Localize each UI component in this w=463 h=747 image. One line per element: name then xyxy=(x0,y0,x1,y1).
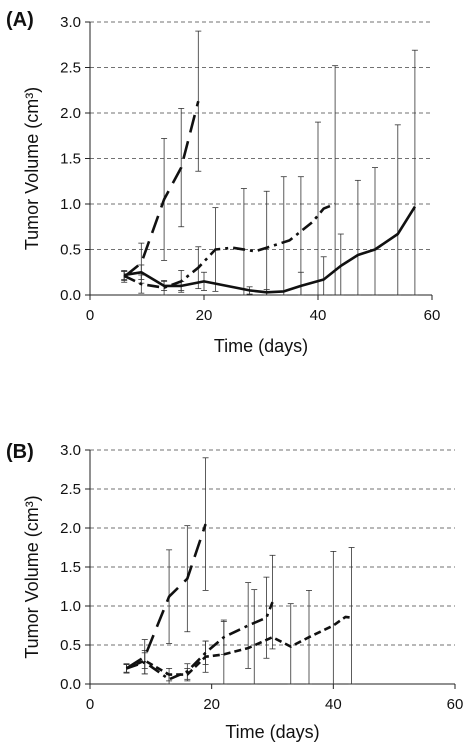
y-tick-label: 2.0 xyxy=(60,105,81,122)
y-tick-label: 0.0 xyxy=(60,287,81,304)
y-tick-label: 2.0 xyxy=(60,520,81,537)
y-tick-label: 1.5 xyxy=(60,559,81,576)
series-line-solid xyxy=(123,206,417,294)
panel-label: (B) xyxy=(6,441,34,463)
series-line-long-dash xyxy=(123,100,200,278)
series-line-long-dash xyxy=(125,523,207,670)
y-tick-label: 3.0 xyxy=(60,442,81,459)
y-tick-label: 2.5 xyxy=(60,481,81,498)
y-tick-label: 1.5 xyxy=(60,151,81,168)
series-line-dash-dot xyxy=(123,202,336,290)
series-line-short-dash xyxy=(125,615,352,676)
x-axis-title: Time (days) xyxy=(214,336,308,356)
x-tick-label: 20 xyxy=(203,696,220,713)
y-axis-title: Tumor Volume (cm³) xyxy=(22,87,42,250)
y-tick-label: 0.5 xyxy=(60,637,81,654)
panel-a: 0.0 0.5 1.0 1.5 2.0 2.5 3.0 0 20 40 60 Time (days) T… xyxy=(6,9,440,356)
series-line-dash-dot xyxy=(126,601,274,681)
y-tick-label: 1.0 xyxy=(60,196,81,213)
x-tick-label: 0 xyxy=(86,696,94,713)
y-tick-label: 0.5 xyxy=(60,242,81,259)
y-tick-label: 0.0 xyxy=(60,676,81,693)
x-tick-label: 40 xyxy=(325,696,342,713)
y-axis-title: Tumor Volume (cm³) xyxy=(22,495,42,658)
panel-label: (A) xyxy=(6,9,34,31)
y-tick-label: 3.0 xyxy=(60,14,81,31)
x-tick-label: 40 xyxy=(310,307,327,324)
panel-b: 0.0 0.5 1.0 1.5 2.0 2.5 3.0 0 20 40 60 Time (days) T… xyxy=(6,441,463,742)
x-tick-label: 60 xyxy=(447,696,463,713)
y-tick-label: 1.0 xyxy=(60,598,81,615)
y-tick-label: 2.5 xyxy=(60,60,81,77)
x-axis-title: Time (days) xyxy=(225,722,319,742)
x-tick-label: 60 xyxy=(424,307,441,324)
x-tick-label: 0 xyxy=(86,307,94,324)
x-tick-label: 20 xyxy=(196,307,213,324)
